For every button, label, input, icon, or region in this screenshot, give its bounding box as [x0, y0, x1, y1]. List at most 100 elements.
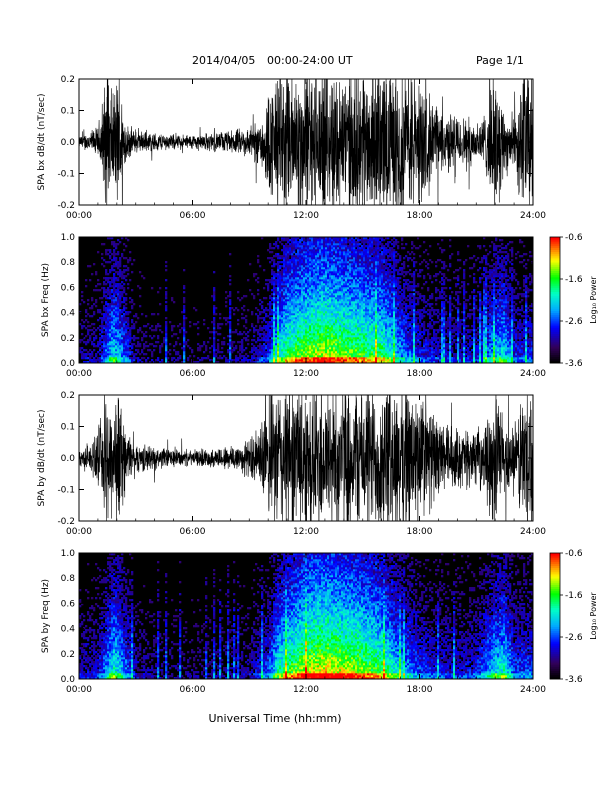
- spectrogram-cell: [353, 313, 355, 315]
- spectrogram-cell: [121, 351, 123, 353]
- spectrogram-cell: [363, 305, 365, 307]
- spectrogram-cell: [127, 321, 129, 323]
- spectrogram-cell: [115, 261, 117, 263]
- spectrogram-cell: [177, 359, 179, 361]
- spectrogram-cell: [93, 349, 95, 351]
- spectrogram-cell: [301, 285, 303, 287]
- spectrogram-cell: [345, 343, 347, 345]
- spectrogram-cell: [291, 345, 293, 347]
- spectrogram-cell: [299, 267, 301, 269]
- spectrogram-cell: [125, 257, 127, 259]
- spectrogram-cell: [335, 321, 337, 323]
- spectrogram-cell: [375, 341, 377, 343]
- spectrogram-cell: [125, 297, 127, 299]
- spectrogram-cell: [317, 331, 319, 333]
- spectrogram-cell: [287, 283, 289, 285]
- spectrogram-cell: [359, 351, 361, 353]
- spectrogram-cell: [367, 317, 369, 319]
- spectrogram-cell: [127, 325, 129, 327]
- spectrogram-cell: [277, 247, 279, 249]
- spectrogram-cell: [101, 323, 103, 325]
- spectrogram-cell: [363, 289, 365, 291]
- spectrogram-cell: [367, 341, 369, 343]
- spectrogram-cell: [335, 349, 337, 351]
- spectrogram-cell: [279, 317, 281, 319]
- spectrogram-cell: [321, 253, 323, 255]
- spectrogram-cell: [337, 317, 339, 319]
- spectrogram-cell: [257, 337, 259, 339]
- spectrogram-cell: [299, 299, 301, 301]
- spectrogram-cell: [109, 269, 111, 271]
- spectrogram-cell: [107, 315, 109, 317]
- spectrogram-cell: [301, 331, 303, 333]
- spectrogram-cell: [369, 347, 371, 349]
- spectrogram-cell: [283, 357, 285, 359]
- spectrogram-cell: [229, 313, 231, 315]
- spectrogram-cell: [379, 263, 381, 265]
- spectrogram-cell: [289, 273, 291, 275]
- spectrogram-cell: [315, 305, 317, 307]
- spectrogram-cell: [313, 309, 315, 311]
- spectrogram-cell: [321, 353, 323, 355]
- spectrogram-cell: [335, 305, 337, 307]
- spectrogram-cell: [343, 247, 345, 249]
- spectrogram-cell: [303, 343, 305, 345]
- spectrogram-cell: [335, 309, 337, 311]
- spectrogram-cell: [109, 327, 111, 329]
- spectrogram-cell: [255, 279, 257, 281]
- spectrogram-cell: [311, 279, 313, 281]
- spectrogram-cell: [289, 355, 291, 357]
- spectrogram-cell: [361, 279, 363, 281]
- spectrogram-cell: [267, 279, 269, 281]
- spectrogram-cell: [379, 273, 381, 275]
- spectrogram-cell: [333, 293, 335, 295]
- spectrogram-cell: [335, 259, 337, 261]
- spectrogram-cell: [123, 329, 125, 331]
- spectrogram-cell: [301, 345, 303, 347]
- spectrogram-cell: [287, 303, 289, 305]
- spectrogram-cell: [119, 297, 121, 299]
- spectrogram-cell: [313, 259, 315, 261]
- spectrogram-cell: [311, 333, 313, 335]
- spectrogram-cell: [365, 279, 367, 281]
- spectrogram-cell: [313, 345, 315, 347]
- spectrogram-cell: [111, 243, 113, 245]
- spectrogram-cell: [281, 343, 283, 345]
- spectrogram-cell: [299, 261, 301, 263]
- spectrogram-cell: [311, 297, 313, 299]
- spectrogram-cell: [343, 333, 345, 335]
- spectrogram-cell: [329, 301, 331, 303]
- spectrogram-cell: [105, 343, 107, 345]
- spectrogram-cell: [301, 277, 303, 279]
- spectrogram-cell: [375, 301, 377, 303]
- spectrogram-cell: [333, 287, 335, 289]
- spectrogram-cell: [141, 351, 143, 353]
- spectrogram-cell: [117, 345, 119, 347]
- spectrogram-cell: [115, 307, 117, 309]
- spectrogram-cell: [227, 317, 229, 319]
- spectrogram-cell: [277, 353, 279, 355]
- spectrogram-cell: [361, 251, 363, 253]
- spectrogram-cell: [111, 335, 113, 337]
- spectrogram-cell: [295, 299, 297, 301]
- spectrogram-cell: [279, 343, 281, 345]
- spectrogram-cell: [329, 305, 331, 307]
- spectrogram-cell: [281, 271, 283, 273]
- spectrogram-cell: [125, 331, 127, 333]
- x-tick-label: 12:00: [293, 211, 319, 221]
- spectrogram-cell: [271, 277, 273, 279]
- spectrogram-cell: [109, 345, 111, 347]
- spectrogram-cell: [283, 337, 285, 339]
- spectrogram-cell: [365, 331, 367, 333]
- spectrogram-cell: [345, 291, 347, 293]
- spectrogram-cell: [281, 319, 283, 321]
- spectrogram-cell: [329, 285, 331, 287]
- spectrogram-cell: [135, 357, 137, 359]
- spectrogram-cell: [287, 315, 289, 317]
- spectrogram-cell: [291, 253, 293, 255]
- spectrogram-cell: [319, 263, 321, 265]
- spectrogram-cell: [95, 299, 97, 301]
- spectrogram-cell: [279, 297, 281, 299]
- spectrogram-cell: [323, 325, 325, 327]
- spectrogram-cell: [315, 259, 317, 261]
